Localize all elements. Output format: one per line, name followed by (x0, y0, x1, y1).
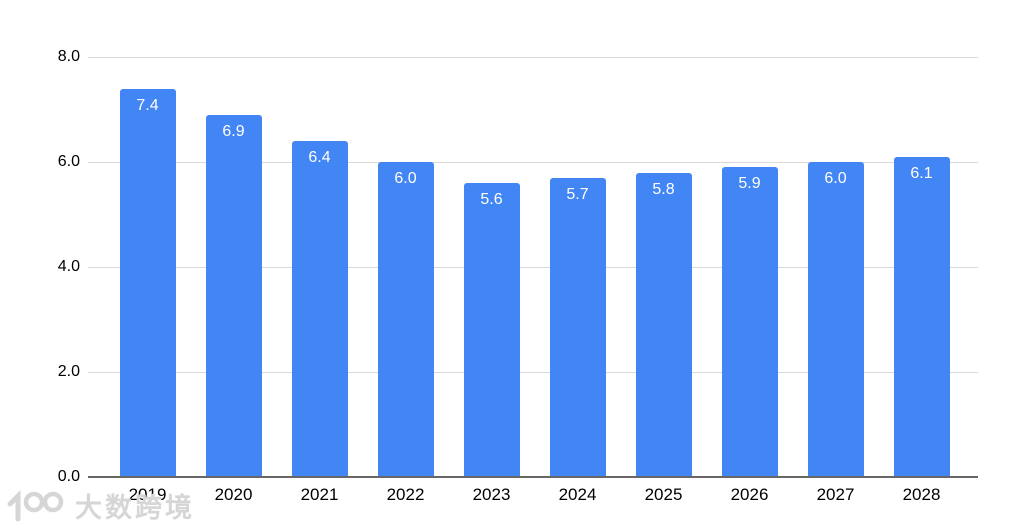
bar-value-label: 6.0 (394, 170, 417, 187)
bar-2021 (291, 141, 348, 477)
bar-value-label: 6.9 (222, 122, 245, 140)
y-tick-label: 4.0 (57, 258, 80, 275)
bar-2019 (119, 88, 176, 477)
bar-2022 (377, 162, 434, 477)
x-tick-label: 2026 (730, 485, 769, 504)
x-tick-label: 2022 (386, 485, 425, 504)
bar-value-label: 5.6 (480, 191, 503, 208)
y-tick-label: 0.0 (57, 468, 80, 485)
bar-value-label: 5.9 (738, 175, 761, 193)
bar-2024 (549, 177, 606, 477)
y-tick-label: 8.0 (57, 48, 80, 65)
bar-value-label: 5.8 (652, 180, 675, 198)
bar-2028 (893, 156, 950, 477)
y-tick-label: 6.0 (57, 153, 80, 170)
x-tick-label: 2025 (644, 485, 683, 504)
x-tick-label: 2021 (300, 485, 339, 504)
x-tick-label: 2023 (472, 485, 511, 504)
y-tick-label: 2.0 (57, 363, 80, 380)
bar-value-label: 7.4 (136, 96, 159, 114)
x-tick-label: 2028 (902, 485, 941, 504)
x-tick-label: 2027 (816, 485, 855, 504)
x-tick-label: 2020 (214, 485, 253, 504)
bar-value-label: 5.7 (566, 185, 589, 203)
bar-value-label: 6.1 (910, 164, 933, 182)
gridline (88, 57, 978, 58)
x-axis-line (88, 476, 978, 478)
bar-2020 (205, 114, 262, 477)
x-tick-label: 2019 (128, 485, 167, 504)
x-tick-label: 2024 (558, 485, 597, 504)
bar-2027 (807, 162, 864, 477)
bar-2025 (635, 172, 692, 477)
bar-2026 (721, 167, 778, 477)
bar-value-label: 6.0 (824, 170, 847, 187)
bar-2023 (463, 183, 520, 477)
bar-value-label: 6.4 (308, 149, 331, 166)
watermark-logo-icon (7, 489, 64, 521)
